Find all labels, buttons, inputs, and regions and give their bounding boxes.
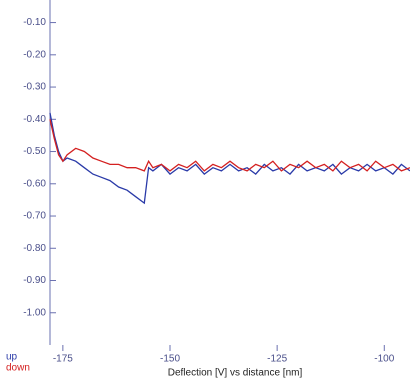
y-tick-label: -0.50 — [23, 146, 46, 157]
x-tick-label: -100 — [374, 354, 394, 365]
y-tick-label: -0.30 — [23, 82, 46, 93]
x-tick-label: -150 — [160, 354, 180, 365]
series-line — [49, 112, 410, 205]
y-tick-label: -0.10 — [23, 17, 46, 28]
y-tick-label: -0.20 — [23, 49, 46, 60]
x-axis-label: Deflection [V] vs distance [nm] — [168, 368, 303, 379]
series-line — [49, 119, 410, 172]
y-tick-label: -0.60 — [23, 178, 46, 189]
x-tick-label: -125 — [267, 354, 287, 365]
y-tick-label: -0.40 — [23, 114, 46, 125]
legend-entry: down — [6, 363, 30, 374]
y-tick-label: -0.70 — [23, 211, 46, 222]
y-tick-label: -0.80 — [23, 243, 46, 254]
y-tick-label: -1.00 — [23, 307, 46, 318]
y-tick-label: -0.90 — [23, 275, 46, 286]
x-tick-label: -175 — [53, 354, 73, 365]
legend-entry: up — [6, 352, 18, 363]
